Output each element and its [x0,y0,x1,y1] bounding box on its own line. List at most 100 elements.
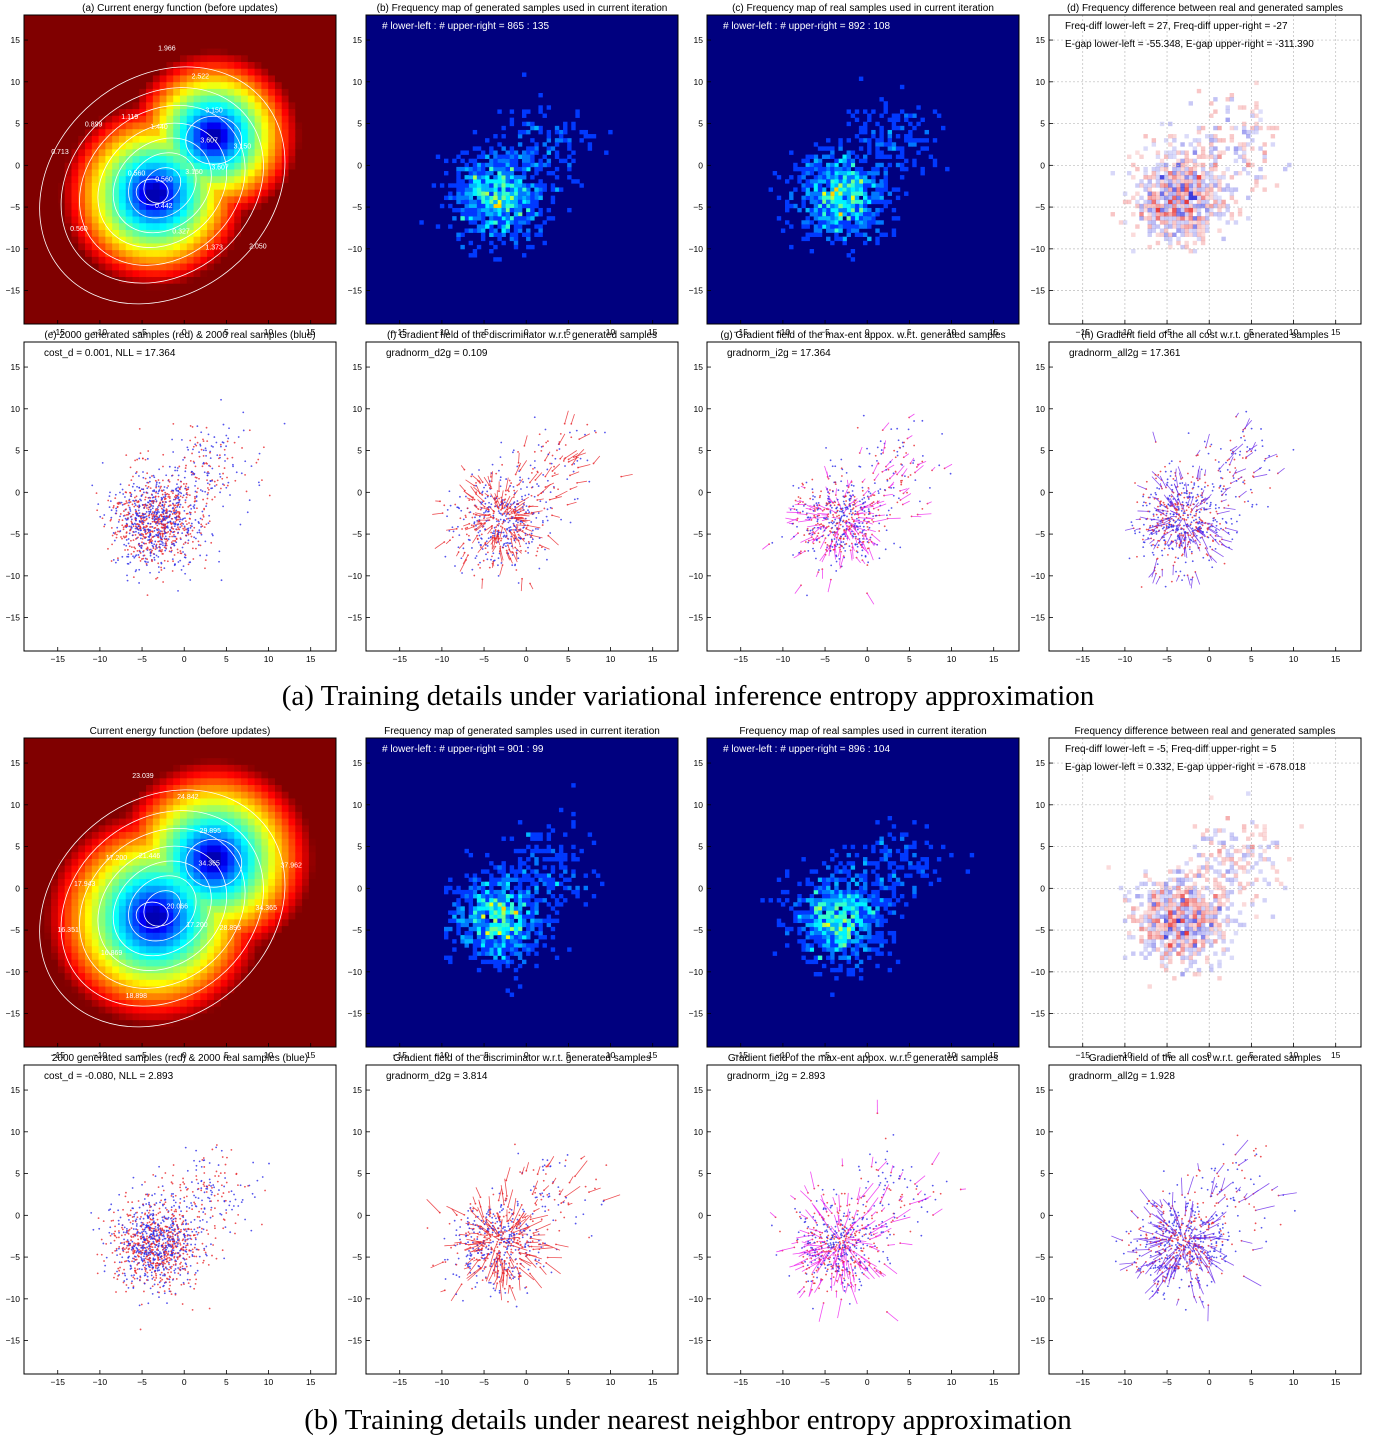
generated-point [510,515,513,518]
generated-point [144,504,146,506]
heatmap-cell [522,220,527,225]
real-point [225,445,227,448]
heatmap-cell [480,212,486,217]
real-point [579,457,582,460]
generated-point [802,483,804,486]
heatmap-cell [867,146,872,151]
real-point [528,542,531,545]
heatmap-cell [509,146,515,151]
real-point [126,518,129,521]
real-point [1154,492,1157,494]
real-point [512,451,514,454]
heatmap-cell [1168,183,1173,188]
real-point [849,497,852,500]
heatmap-cell [517,175,523,180]
heatmap-cell [826,166,831,172]
heatmap-cell [895,162,901,168]
heatmap-cell [805,166,810,172]
heatmap-cell [513,158,519,164]
real-point [195,480,197,483]
real-point [130,518,133,521]
heatmap-cell [842,212,847,217]
heatmap-cell [1209,171,1214,176]
heatmap-cell [1192,166,1198,172]
panel-a-2: (b) Frequency map of generated samples u… [348,3,679,337]
heatmap-cell [821,171,827,176]
real-point [1163,536,1165,539]
heatmap-cell [497,154,502,159]
real-point [193,507,196,509]
heatmap-cell [863,195,868,201]
real-point [145,511,148,513]
generated-point [144,477,147,480]
real-point [1168,523,1171,526]
panel-a-6: (f) Gradient field of the discriminator … [348,330,679,664]
heatmap-cell [1200,179,1206,184]
real-point [1193,482,1196,485]
real-point [835,560,838,563]
heatmap-cell [1254,113,1259,118]
real-point [497,533,500,536]
heatmap-cell [550,146,556,151]
generated-point [179,550,182,552]
heatmap-cell [526,183,531,188]
real-point [202,449,205,452]
gradient-arrow [846,521,856,526]
real-point [160,540,163,543]
generated-point [206,440,209,442]
heatmap-cell [1217,228,1222,233]
generated-point [857,516,860,519]
heatmap-cell [797,175,802,180]
heatmap-cell [821,199,827,205]
gradient-arrow [849,498,858,505]
gradient-arrow [571,457,578,465]
heatmap-cell [558,134,564,139]
generated-point [498,497,500,500]
heatmap-cell [497,166,502,172]
real-point [165,474,168,477]
heatmap-cell [522,175,527,180]
heatmap-cell [879,195,884,201]
real-point [827,497,830,500]
heatmap-cell [1139,179,1144,184]
heatmap-cell [789,224,794,229]
real-point [520,520,523,523]
real-point [812,510,815,512]
real-point [173,564,176,567]
heatmap-cell [456,187,461,192]
heatmap-cell [468,253,474,258]
real-point [1183,492,1186,494]
generated-point [119,513,122,515]
real-point [174,469,177,472]
heatmap-cell [1143,171,1148,176]
real-point [534,528,537,530]
real-point [825,447,827,449]
real-point [1245,410,1248,413]
real-point [151,507,154,510]
gradient-arrow [908,413,915,418]
heatmap-cell [501,179,506,184]
heatmap-cell [456,154,461,159]
heatmap-cell [801,166,806,172]
heatmap-cell [821,212,827,217]
heatmap-cell [497,236,502,242]
generated-point [185,464,187,467]
real-point [861,543,863,546]
real-point [504,536,507,538]
generated-point [829,489,831,491]
heatmap-cell [867,171,872,176]
heatmap-cell [542,154,547,159]
heatmap-cell [1221,138,1226,143]
heatmap-cell [1196,203,1202,209]
plot-area [1049,342,1361,651]
real-point [491,463,494,466]
real-point [503,506,506,509]
heatmap-cell [1196,199,1202,205]
heatmap-cell [485,195,490,201]
heatmap-cell [1155,207,1161,213]
heatmap-cell [575,113,580,118]
real-point [537,528,539,530]
real-point [514,506,517,509]
real-point [829,549,832,552]
generated-point [154,479,157,482]
